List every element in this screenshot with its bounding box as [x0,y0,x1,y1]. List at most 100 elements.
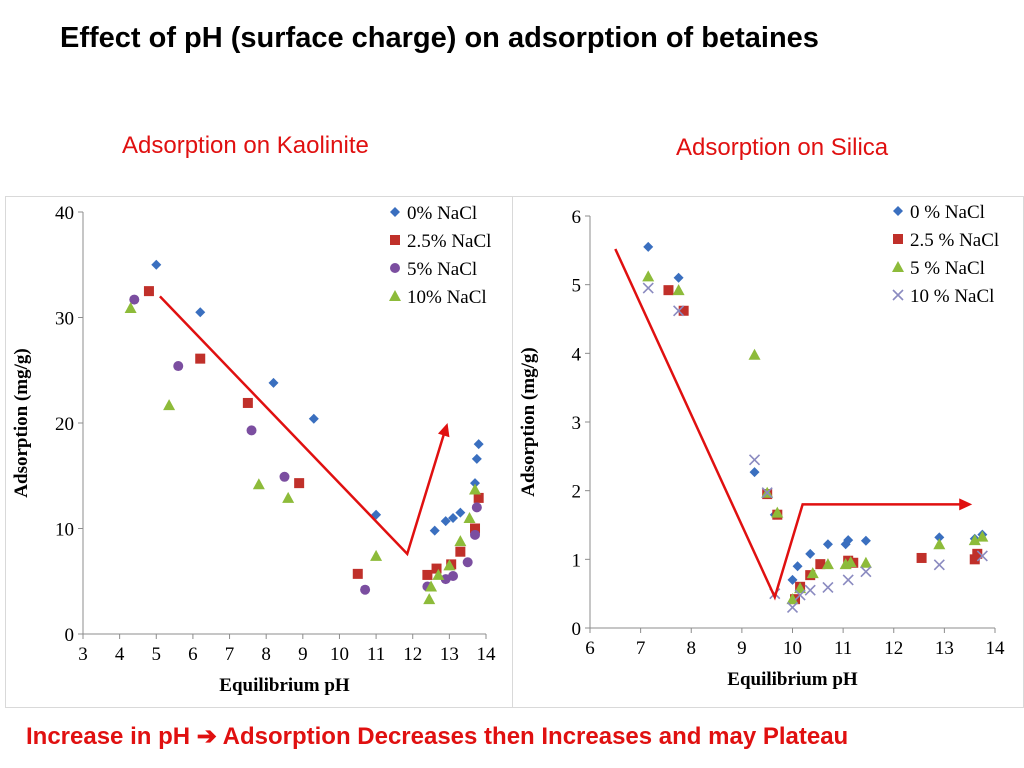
data-point [822,539,833,550]
x-tick-label: 9 [298,644,308,665]
legend-label: 5 % NaCl [910,258,985,279]
data-point [643,241,654,252]
data-point [279,471,290,482]
x-tick-label: 11 [834,638,852,659]
data-point [455,546,466,557]
data-point [352,568,363,579]
y-tick-label: 5 [572,276,582,297]
data-point [195,307,206,318]
data-point [143,286,154,297]
data-point [173,361,184,372]
legend-marker [892,261,904,272]
data-point [843,535,854,546]
y-tick-label: 0 [572,619,582,640]
data-point [252,478,265,490]
legend-marker [390,235,400,245]
data-point [794,582,807,594]
data-point [749,467,760,478]
data-point [242,397,253,408]
data-point [422,569,433,580]
data-point [282,491,295,503]
data-point [471,453,482,464]
data-point [163,399,176,411]
y-tick-label: 10 [55,520,74,541]
page-title: Effect of pH (surface charge) on adsorpt… [60,22,819,54]
data-point [842,574,854,586]
data-point [786,601,799,613]
data-point [673,305,685,317]
data-point [844,556,857,568]
data-point [473,492,484,503]
data-point [794,589,806,601]
data-point [470,523,481,534]
data-point [748,454,761,466]
x-tick-label: 7 [636,638,646,659]
legend-label: 5% NaCl [407,259,477,280]
data-point [425,580,438,592]
y-tick-label: 4 [572,344,582,365]
data-point [976,550,988,562]
legend-label: 10 % NaCl [910,286,994,307]
data-point [470,529,481,540]
x-tick-label: 10 [783,638,802,659]
x-tick-label: 6 [188,644,198,665]
data-point [440,516,451,527]
data-point [787,574,798,585]
data-point [786,593,799,605]
legend-marker [892,289,904,301]
data-point [268,377,279,388]
data-point [294,478,305,489]
legend-label: 0% NaCl [407,203,477,224]
x-tick-label: 6 [585,638,595,659]
data-point [806,567,819,579]
chart-frame [5,196,513,708]
data-point [748,348,761,360]
data-point [815,559,826,570]
data-point [371,509,382,520]
data-point [843,555,854,566]
x-tick-label: 3 [78,644,88,665]
y-tick-label: 3 [572,413,582,434]
data-point [672,284,685,296]
data-point [124,302,137,314]
x-tick-label: 14 [986,638,1006,659]
conclusion-part1: Increase in pH [26,723,191,750]
x-tick-label: 11 [367,644,385,665]
right-arrow-icon: ➔ [196,723,217,750]
data-point [469,483,482,495]
y-tick-label: 6 [572,207,582,228]
legend-marker [893,234,903,244]
x-tick-label: 5 [152,644,162,665]
data-point [934,532,945,543]
x-tick-label: 8 [261,644,271,665]
data-point [761,487,773,499]
y-tick-label: 20 [55,414,74,435]
data-point [423,593,436,605]
data-point [804,584,816,596]
data-point [308,413,319,424]
data-point [471,502,482,513]
x-tick-label: 4 [115,644,125,665]
x-tick-label: 9 [737,638,747,659]
legend-label: 2.5% NaCl [407,231,491,252]
data-point [968,534,981,546]
x-tick-label: 8 [687,638,697,659]
data-point [805,548,816,559]
data-point [976,530,989,542]
y-tick-label: 30 [55,309,74,330]
conclusion-part2: Adsorption Decreases then Increases and … [222,723,849,750]
legend-marker [893,206,903,216]
legend-marker [390,207,400,217]
silica-subtitle: Adsorption on Silica [676,134,889,161]
legend-marker [389,290,401,301]
data-point [151,259,162,270]
data-point [360,584,371,595]
data-point [246,425,257,436]
x-tick-label: 10 [330,644,349,665]
data-point [463,511,476,523]
data-point [933,538,946,550]
data-point [448,570,459,581]
data-point [642,282,654,294]
x-tick-label: 12 [403,644,422,665]
